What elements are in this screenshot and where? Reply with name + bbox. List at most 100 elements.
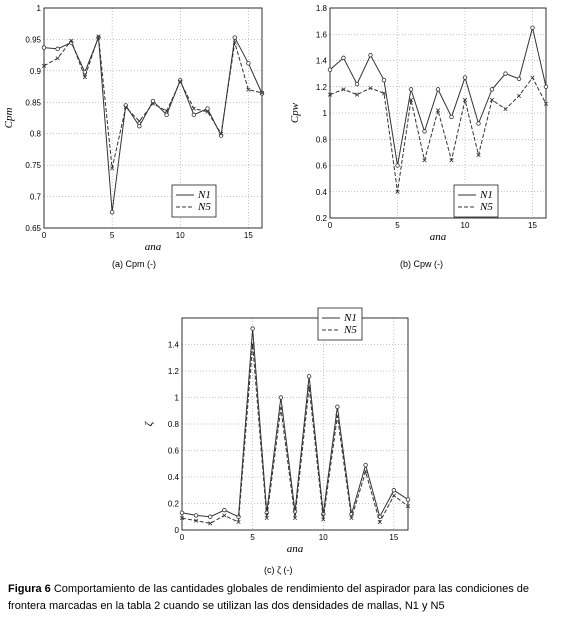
data-point-N1: [278, 395, 284, 400]
data-point-N1: [164, 112, 169, 118]
data-point-N5: [307, 384, 312, 389]
data-point-N5: [327, 92, 333, 97]
data-point-N5: [179, 515, 185, 521]
x-tick-label: 10: [461, 221, 470, 230]
data-point-N5: [69, 38, 74, 43]
data-point-N5: [321, 517, 326, 522]
y-axis-label: ζ: [143, 420, 155, 426]
data-point-N5: [82, 75, 87, 80]
y-tick-label: 0.8: [316, 135, 328, 144]
series-line-N5: [329, 76, 547, 192]
y-tick-label: 0.6: [316, 162, 328, 171]
data-point-N5: [476, 152, 481, 158]
data-point-N5: [208, 521, 213, 526]
y-tick-label: 0.2: [168, 500, 180, 509]
y-tick-label: 0.9: [30, 67, 42, 76]
data-point-N1: [363, 462, 368, 468]
data-point-N5: [292, 515, 298, 521]
y-tick-label: 0.2: [316, 214, 328, 223]
legend-label-N5: N5: [343, 324, 357, 336]
series-line-N1: [181, 328, 409, 519]
y-tick-label: 0: [175, 526, 180, 535]
figure-text: Comportamiento de las cantidades globale…: [8, 583, 529, 612]
y-tick-label: 0.7: [30, 193, 42, 202]
data-point-N5: [250, 342, 255, 347]
plot-frame: [329, 7, 547, 219]
data-point-N5: [55, 56, 60, 61]
x-tick-label: 0: [42, 231, 47, 240]
data-point-N5: [246, 87, 251, 92]
data-point-N5: [395, 189, 400, 194]
data-point-N1: [208, 514, 213, 519]
data-point-N5: [462, 97, 468, 102]
x-tick-label: 15: [389, 533, 398, 542]
subcaption-cpw: (b) Cpw (-): [400, 259, 443, 269]
subcaption-zeta: (c) ζ (-): [264, 565, 293, 575]
data-point-N1: [435, 87, 441, 92]
data-point-N5: [363, 469, 368, 474]
y-tick-label: 0.4: [168, 473, 180, 482]
data-point-N5: [278, 406, 283, 411]
legend-box: [317, 307, 363, 341]
data-point-N1: [422, 129, 427, 134]
x-tick-label: 10: [319, 533, 328, 542]
y-tick-label: 0.8: [30, 130, 42, 139]
data-point-N5: [191, 106, 196, 111]
x-tick-label: 5: [395, 221, 400, 230]
series-line-N1: [43, 35, 263, 213]
data-point-N5: [422, 158, 427, 163]
y-tick-label: 1.4: [316, 57, 328, 66]
data-point-N1: [368, 53, 373, 58]
data-point-N1: [405, 497, 411, 502]
figure-caption: Figura 6 Comportamiento de las cantidade…: [8, 581, 556, 615]
legend-label-N1: N1: [197, 189, 211, 201]
data-point-N5: [449, 158, 454, 163]
data-point-N1: [205, 106, 210, 111]
data-point-N1: [250, 326, 255, 331]
y-tick-label: 0.65: [25, 224, 41, 233]
data-point-N5: [354, 92, 360, 97]
data-point-N1: [150, 98, 156, 104]
plot-frame: [43, 7, 263, 229]
y-axis-label: Cpw: [289, 102, 301, 123]
y-tick-label: 1: [323, 109, 328, 118]
data-point-N1: [335, 404, 340, 409]
data-point-N1: [191, 112, 197, 118]
series-line-N1: [329, 27, 547, 166]
y-axis-label: Cpm: [3, 108, 15, 129]
x-tick-label: 15: [528, 221, 537, 230]
chart-zeta: 0 0.2 0.4 0.6 0.8 1 1.2 1.4 0 5 10 15 ana ζ N1 N5: [140, 298, 420, 558]
x-axis-label: ana: [430, 231, 447, 243]
y-tick-label: 1: [37, 4, 42, 13]
data-point-N1: [381, 77, 387, 83]
y-tick-label: 0.85: [25, 98, 41, 107]
data-point-N5: [489, 97, 495, 102]
data-point-N5: [435, 108, 441, 113]
data-point-N5: [377, 519, 382, 525]
data-point-N5: [381, 91, 387, 96]
data-point-N5: [530, 75, 535, 80]
data-point-N5: [96, 34, 101, 39]
x-tick-label: 10: [176, 231, 185, 240]
data-point-N1: [327, 67, 333, 72]
data-point-N1: [408, 87, 414, 92]
y-tick-label: 1.4: [168, 341, 180, 350]
data-point-N5: [178, 79, 183, 84]
x-tick-label: 0: [328, 221, 333, 230]
data-point-N5: [408, 97, 414, 102]
data-point-N1: [503, 71, 508, 76]
x-axis-label: ana: [145, 241, 162, 253]
data-point-N1: [391, 488, 397, 493]
y-tick-label: 0.75: [25, 161, 41, 170]
data-point-N5: [110, 166, 115, 171]
data-point-N5: [194, 518, 199, 523]
data-point-N5: [391, 493, 396, 498]
data-point-N5: [205, 109, 210, 114]
data-point-N1: [222, 507, 227, 513]
data-point-N1: [489, 87, 495, 92]
data-point-N1: [232, 35, 237, 40]
x-tick-label: 15: [244, 231, 253, 240]
